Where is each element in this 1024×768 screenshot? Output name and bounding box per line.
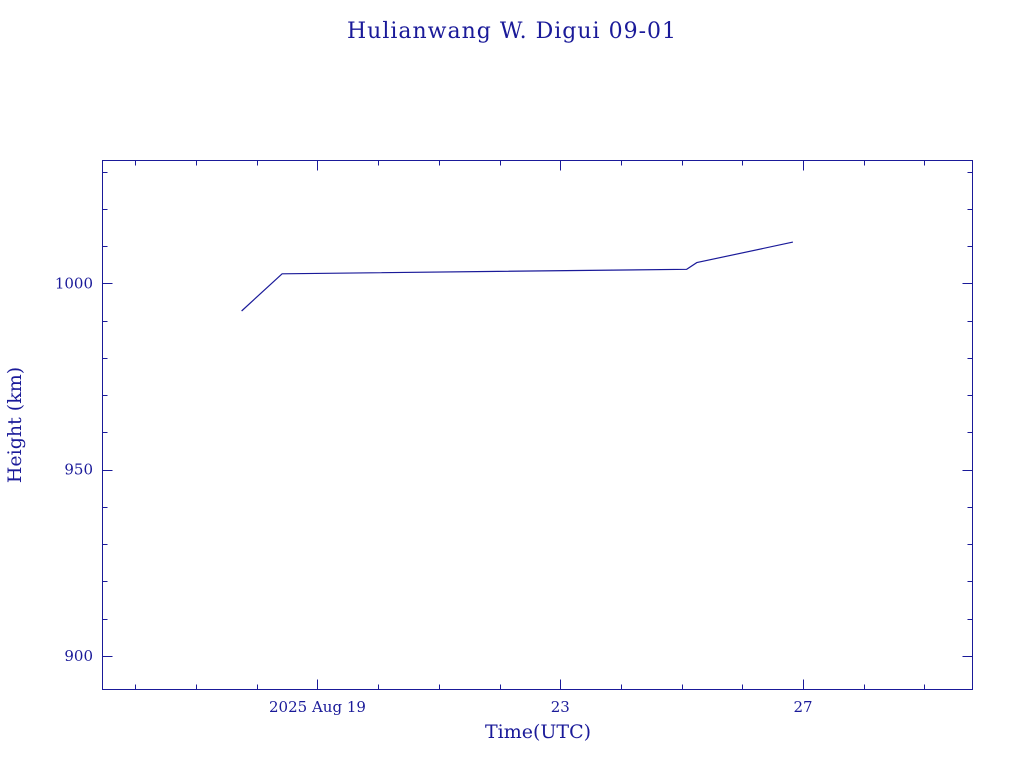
- axis-ticks: [102, 160, 973, 690]
- axis-tick-labels: 2025 Aug 19 23 27 900 950 1000: [55, 274, 813, 716]
- series-line: [241, 241, 794, 312]
- y-tick-label: 900: [64, 647, 93, 665]
- x-tick-label: 23: [551, 698, 570, 716]
- x-tick-label: 27: [794, 698, 813, 716]
- x-axis-label: Time(UTC): [485, 721, 591, 743]
- y-tick-label: 950: [64, 461, 93, 479]
- y-tick-label: 1000: [55, 274, 93, 292]
- y-axis-label: Height (km): [4, 367, 26, 483]
- x-tick-label: 2025 Aug 19: [269, 698, 366, 716]
- plot-frame: [102, 160, 973, 690]
- chart-title: Hulianwang W. Digui 09-01: [347, 19, 677, 44]
